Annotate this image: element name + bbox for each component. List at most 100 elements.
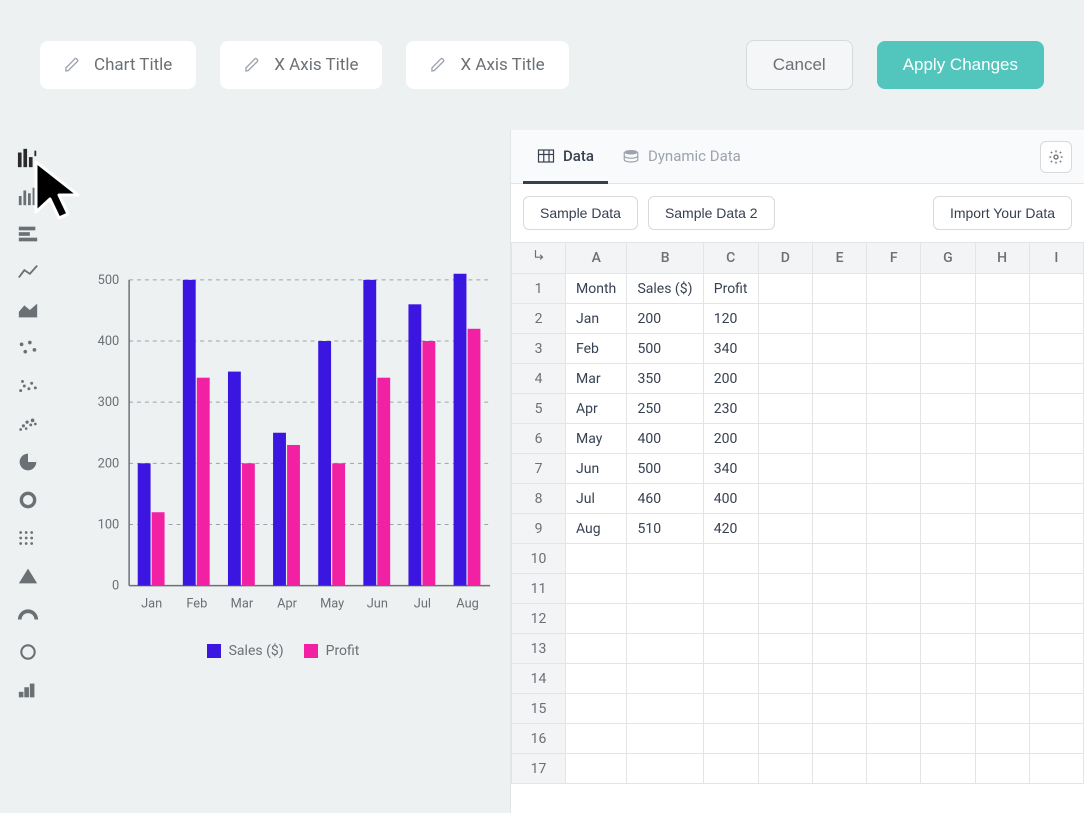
cell-13-D[interactable]: [758, 634, 812, 664]
chart-type-donut-icon[interactable]: [16, 488, 40, 512]
cell-13-E[interactable]: [812, 634, 866, 664]
cell-5-F[interactable]: [867, 394, 921, 424]
cell-12-E[interactable]: [812, 604, 866, 634]
cell-8-H[interactable]: [975, 484, 1029, 514]
cell-9-A[interactable]: Aug: [566, 514, 627, 544]
sample-data-2-button[interactable]: Sample Data 2: [648, 196, 775, 230]
cell-5-I[interactable]: [1029, 394, 1083, 424]
cell-17-G[interactable]: [921, 754, 975, 784]
cell-1-F[interactable]: [867, 274, 921, 304]
cell-1-G[interactable]: [921, 274, 975, 304]
cell-2-I[interactable]: [1029, 304, 1083, 334]
cell-11-C[interactable]: [703, 574, 758, 604]
chart-type-scatter-sparse-icon[interactable]: [16, 336, 40, 360]
cell-9-F[interactable]: [867, 514, 921, 544]
cell-7-E[interactable]: [812, 454, 866, 484]
cell-4-I[interactable]: [1029, 364, 1083, 394]
cell-6-D[interactable]: [758, 424, 812, 454]
cell-7-C[interactable]: 340: [703, 454, 758, 484]
cell-12-B[interactable]: [627, 604, 703, 634]
cell-8-G[interactable]: [921, 484, 975, 514]
cell-5-A[interactable]: Apr: [566, 394, 627, 424]
chart-type-dot-matrix-icon[interactable]: [16, 526, 40, 550]
cell-1-E[interactable]: [812, 274, 866, 304]
cell-4-H[interactable]: [975, 364, 1029, 394]
row-header-9[interactable]: 9: [512, 514, 566, 544]
cell-11-A[interactable]: [566, 574, 627, 604]
cell-10-F[interactable]: [867, 544, 921, 574]
cell-10-H[interactable]: [975, 544, 1029, 574]
cell-11-H[interactable]: [975, 574, 1029, 604]
cell-7-B[interactable]: 500: [627, 454, 703, 484]
cell-4-B[interactable]: 350: [627, 364, 703, 394]
cell-5-B[interactable]: 250: [627, 394, 703, 424]
cell-17-H[interactable]: [975, 754, 1029, 784]
x-axis-title-input-2[interactable]: X Axis Title: [406, 41, 568, 89]
row-header-3[interactable]: 3: [512, 334, 566, 364]
cell-2-D[interactable]: [758, 304, 812, 334]
cell-15-I[interactable]: [1029, 694, 1083, 724]
cell-8-C[interactable]: 400: [703, 484, 758, 514]
cell-6-F[interactable]: [867, 424, 921, 454]
cell-1-H[interactable]: [975, 274, 1029, 304]
cell-9-D[interactable]: [758, 514, 812, 544]
cell-13-B[interactable]: [627, 634, 703, 664]
cell-10-I[interactable]: [1029, 544, 1083, 574]
import-data-button[interactable]: Import Your Data: [933, 196, 1072, 230]
cell-7-I[interactable]: [1029, 454, 1083, 484]
cell-7-A[interactable]: Jun: [566, 454, 627, 484]
chart-type-bubble-icon[interactable]: [16, 412, 40, 436]
cell-1-C[interactable]: Profit: [703, 274, 758, 304]
cell-15-G[interactable]: [921, 694, 975, 724]
cell-4-E[interactable]: [812, 364, 866, 394]
cell-11-E[interactable]: [812, 574, 866, 604]
cell-6-G[interactable]: [921, 424, 975, 454]
chart-type-pyramid-icon[interactable]: [16, 564, 40, 588]
cell-14-C[interactable]: [703, 664, 758, 694]
row-header-2[interactable]: 2: [512, 304, 566, 334]
cell-9-E[interactable]: [812, 514, 866, 544]
sample-data-1-button[interactable]: Sample Data: [523, 196, 638, 230]
cell-8-F[interactable]: [867, 484, 921, 514]
chart-type-bar-icon[interactable]: [16, 184, 40, 208]
chart-type-stacked-horizontal-icon[interactable]: [16, 222, 40, 246]
cell-3-E[interactable]: [812, 334, 866, 364]
row-header-7[interactable]: 7: [512, 454, 566, 484]
cell-15-H[interactable]: [975, 694, 1029, 724]
cell-2-G[interactable]: [921, 304, 975, 334]
cell-17-E[interactable]: [812, 754, 866, 784]
row-header-10[interactable]: 10: [512, 544, 566, 574]
cell-5-E[interactable]: [812, 394, 866, 424]
cell-9-H[interactable]: [975, 514, 1029, 544]
cell-15-F[interactable]: [867, 694, 921, 724]
spreadsheet[interactable]: ABCDEFGHI1MonthSales ($)Profit2Jan200120…: [511, 242, 1084, 784]
spreadsheet-wrap[interactable]: ABCDEFGHI1MonthSales ($)Profit2Jan200120…: [511, 242, 1084, 813]
cell-15-A[interactable]: [566, 694, 627, 724]
row-header-5[interactable]: 5: [512, 394, 566, 424]
x-axis-title-input-1[interactable]: X Axis Title: [220, 41, 382, 89]
cell-12-C[interactable]: [703, 604, 758, 634]
cell-1-A[interactable]: Month: [566, 274, 627, 304]
cell-14-G[interactable]: [921, 664, 975, 694]
col-header-B[interactable]: B: [627, 243, 703, 274]
cell-14-I[interactable]: [1029, 664, 1083, 694]
cell-16-E[interactable]: [812, 724, 866, 754]
cell-7-G[interactable]: [921, 454, 975, 484]
cell-15-D[interactable]: [758, 694, 812, 724]
cell-8-B[interactable]: 460: [627, 484, 703, 514]
tab-dynamic-data[interactable]: Dynamic Data: [608, 131, 755, 184]
cell-14-D[interactable]: [758, 664, 812, 694]
cell-16-F[interactable]: [867, 724, 921, 754]
cell-14-H[interactable]: [975, 664, 1029, 694]
cell-1-D[interactable]: [758, 274, 812, 304]
cell-4-A[interactable]: Mar: [566, 364, 627, 394]
cell-17-D[interactable]: [758, 754, 812, 784]
cell-6-C[interactable]: 200: [703, 424, 758, 454]
cell-1-I[interactable]: [1029, 274, 1083, 304]
cell-6-H[interactable]: [975, 424, 1029, 454]
chart-type-scatter-icon[interactable]: [16, 374, 40, 398]
cell-16-H[interactable]: [975, 724, 1029, 754]
cell-12-I[interactable]: [1029, 604, 1083, 634]
cell-16-C[interactable]: [703, 724, 758, 754]
cell-6-E[interactable]: [812, 424, 866, 454]
